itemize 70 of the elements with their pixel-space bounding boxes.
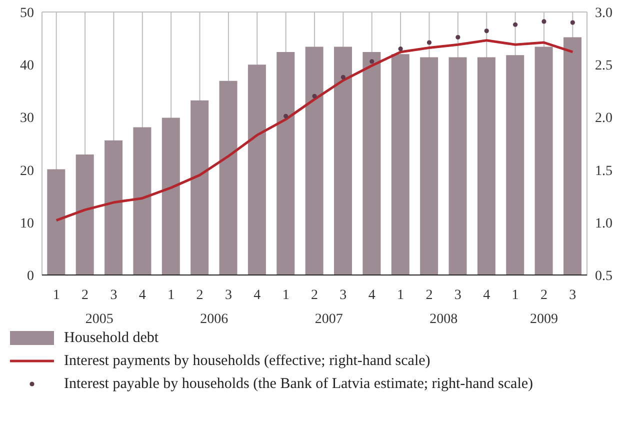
bar — [477, 57, 496, 275]
y2-tick-label: 2.0 — [595, 111, 612, 126]
x-tick-label: 2 — [426, 288, 433, 303]
bar — [305, 46, 324, 275]
bar — [534, 46, 553, 275]
x-tick-label: 3 — [569, 288, 576, 303]
legend-label: Interest payments by households (effective; right-hand scale) — [64, 352, 432, 370]
point — [484, 28, 489, 34]
legend-label: Interest payable by households (the Bank of Latvia estimate; right-hand scale) — [64, 375, 534, 393]
y2-tick-label: 1.5 — [595, 164, 612, 179]
x-tick-label: 4 — [254, 288, 261, 303]
point — [312, 94, 317, 98]
x-tick-label: 1 — [168, 288, 175, 303]
bar — [162, 118, 180, 275]
y-tick-label: 10 — [20, 216, 34, 232]
bar — [104, 140, 123, 275]
bar — [448, 57, 467, 275]
bar — [276, 52, 295, 275]
point — [284, 114, 288, 118]
x-tick-label: 4 — [368, 288, 376, 303]
y-tick-label: 50 — [20, 6, 34, 21]
x-tick-label: 2 — [311, 288, 318, 303]
x-tick-label: 1 — [282, 288, 290, 303]
x-tick-label: 4 — [483, 288, 490, 303]
point — [570, 20, 575, 25]
text: 2008 — [430, 312, 458, 327]
legend-label: Household debt — [64, 329, 160, 347]
x-tick-label: 1 — [512, 288, 519, 303]
text: 2009 — [530, 312, 558, 327]
x-tick-label: 2 — [82, 288, 89, 303]
y2-tick-label: 2.5 — [595, 58, 612, 74]
bar — [248, 64, 266, 275]
point — [340, 74, 346, 80]
text: 2006 — [200, 312, 228, 327]
point — [542, 19, 546, 24]
y2-tick-label: 0.5 — [595, 268, 612, 284]
x-tick-label: 2 — [540, 288, 548, 303]
bar — [219, 80, 238, 275]
point — [426, 40, 432, 45]
bar — [76, 154, 94, 275]
bar — [190, 100, 209, 275]
y-tick-label: 40 — [20, 58, 34, 74]
x-tick-label: 3 — [224, 288, 232, 303]
text: 2005 — [85, 312, 114, 327]
bar — [420, 57, 438, 275]
bar — [362, 52, 381, 275]
y-tick-label: 30 — [20, 111, 34, 126]
x-tick-label: 1 — [397, 288, 404, 303]
text: 2007 — [314, 312, 343, 327]
bar — [47, 169, 66, 275]
point — [398, 46, 403, 52]
bar — [391, 54, 410, 275]
x-tick-label: 3 — [340, 288, 347, 303]
bar — [334, 46, 352, 275]
y-tick-label: 20 — [20, 164, 34, 179]
bar — [506, 55, 524, 275]
x-tick-label: 3 — [110, 288, 118, 303]
bar — [563, 37, 582, 275]
line-series — [55, 39, 574, 222]
x-tick-label: 1 — [52, 288, 60, 303]
y2-tick-label: 3.0 — [595, 6, 612, 21]
x-tick-label: 2 — [196, 288, 204, 303]
x-tick-label: 3 — [454, 288, 462, 303]
x-tick-label: 4 — [138, 288, 146, 303]
point — [370, 59, 374, 64]
point — [512, 22, 518, 27]
y2-tick-label: 1.0 — [595, 216, 612, 232]
y-tick-label: 0 — [27, 268, 34, 284]
point — [456, 34, 460, 40]
bar — [133, 127, 152, 275]
